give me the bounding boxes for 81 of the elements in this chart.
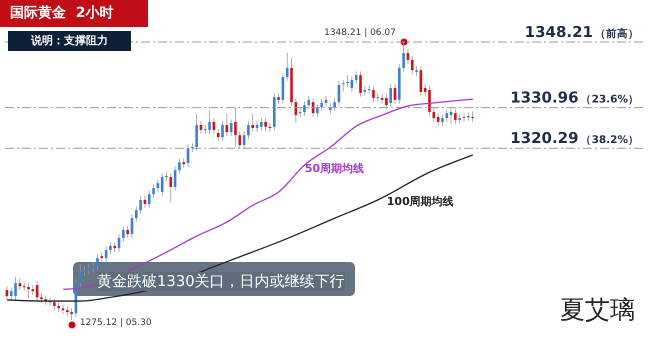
candlestick — [78, 264, 82, 288]
candlestick — [152, 184, 155, 198]
candlestick — [282, 72, 284, 104]
candlestick — [354, 70, 358, 84]
candlestick — [27, 282, 30, 299]
candlestick — [148, 190, 151, 208]
subtitle-box: 说明：支撑阻力 — [8, 31, 131, 51]
candlestick — [350, 76, 354, 92]
candlestick — [251, 113, 254, 132]
candlestick — [410, 56, 414, 74]
ref-line-label: 1330.96（23.6%） — [510, 88, 639, 107]
candlestick — [104, 246, 108, 262]
candlestick — [118, 234, 120, 252]
candlestick — [18, 277, 22, 290]
candlestick — [389, 84, 392, 108]
candlestick — [130, 214, 134, 238]
candlestick — [182, 158, 186, 168]
candlestick — [53, 298, 56, 310]
candlestick — [96, 254, 99, 270]
candlestick — [286, 52, 289, 82]
candlestick — [277, 92, 280, 104]
candlestick — [174, 166, 176, 192]
candlestick — [420, 66, 422, 96]
candlestick — [62, 304, 64, 314]
candlestick — [368, 85, 370, 94]
candlestick — [324, 96, 328, 108]
candlestick — [394, 84, 396, 104]
annotation: 1275.12 | 05.30 — [80, 318, 152, 328]
candlestick — [247, 120, 250, 140]
candlestick — [458, 114, 461, 124]
candlestick — [445, 108, 448, 122]
candlestick — [126, 226, 129, 238]
candlestick — [441, 114, 444, 126]
candlestick — [216, 128, 220, 142]
candlestick — [200, 120, 202, 134]
candlestick — [230, 118, 232, 136]
title-box: 国际黄金 2小时 — [0, 0, 148, 27]
candlestick — [160, 172, 164, 196]
candlestick — [165, 172, 168, 182]
candlestick — [57, 302, 60, 312]
candlestick — [92, 262, 94, 272]
candlestick — [380, 94, 384, 104]
candlestick — [156, 178, 160, 192]
candlestick — [14, 276, 17, 300]
candlestick — [226, 113, 228, 136]
candlestick — [462, 112, 466, 122]
candlestick — [415, 66, 418, 76]
candlestick — [212, 118, 216, 134]
candlestick — [268, 122, 272, 132]
candlestick — [372, 86, 375, 102]
candlestick — [342, 80, 345, 92]
candlestick — [264, 118, 267, 132]
candlestick — [66, 306, 69, 316]
candlestick — [10, 286, 13, 300]
candlestick — [221, 120, 224, 142]
text: 1348.21 | 06.07 — [324, 28, 396, 38]
series-label: 100周期均线 — [386, 194, 454, 210]
candlestick — [208, 110, 211, 134]
ref-line-label: 1348.21（前高） — [524, 23, 639, 41]
candlestick — [139, 196, 142, 214]
candlestick — [178, 158, 181, 174]
candlestick — [144, 196, 146, 208]
candlestick — [70, 308, 73, 320]
annotation: 黄金跌破1330关口，日内或继续下行 — [97, 272, 345, 291]
series-label: 50周期均线 — [304, 161, 364, 176]
candlestick — [134, 206, 138, 222]
candlestick — [436, 112, 440, 126]
text: 夏艾璃 — [560, 294, 635, 326]
candlestick — [364, 86, 366, 96]
ref-line-label: 1320.29（38.2%） — [510, 129, 639, 148]
candlestick — [6, 286, 8, 300]
candlestick — [36, 280, 38, 302]
candlestick — [406, 48, 410, 64]
candlestick — [359, 70, 362, 98]
candlestick — [338, 80, 340, 106]
candlestick — [169, 172, 172, 203]
candlestick — [256, 120, 258, 132]
candlestick — [109, 242, 112, 254]
candlestick — [100, 252, 104, 262]
candlestick — [122, 226, 125, 242]
candlestick — [83, 266, 86, 276]
